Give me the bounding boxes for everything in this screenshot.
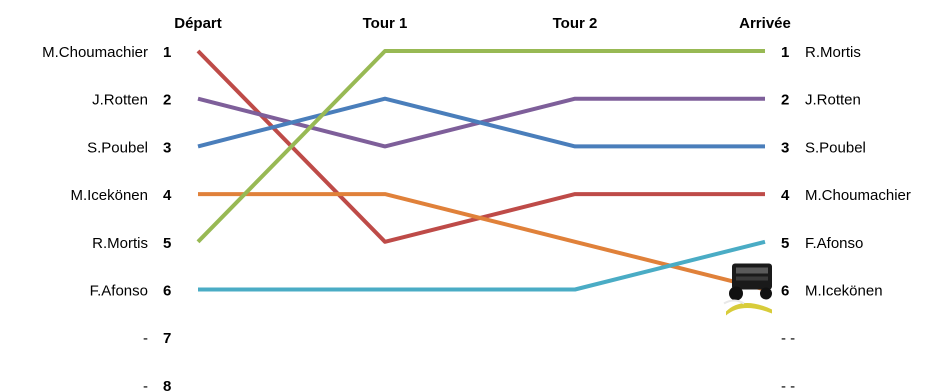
right-placeholder: - - [781, 378, 795, 391]
right-driver-name: M.Choumachier [805, 187, 911, 204]
series-line-f-afonso [198, 239, 766, 292]
right-position-number: 2 [781, 92, 789, 109]
left-position-number: 8 [163, 378, 171, 391]
series-line-s-poubel [197, 96, 765, 149]
left-driver-name: F.Afonso [90, 283, 148, 300]
series-line-r-mortis [196, 49, 765, 244]
left-position-number: 6 [163, 283, 171, 300]
category-labels: Départ Tour 1 Tour 2 Arrivée [174, 15, 791, 32]
left-driver-name: - [143, 378, 148, 391]
category-label: Tour 2 [553, 15, 598, 32]
race-car-icon [723, 263, 772, 316]
right-driver-name: R.Mortis [805, 44, 861, 61]
right-placeholder: - - [781, 330, 795, 347]
right-driver-name: J.Rotten [805, 92, 861, 109]
right-driver-name: F.Afonso [805, 235, 863, 252]
left-position-number: 1 [163, 44, 171, 61]
left-position-number: 2 [163, 92, 171, 109]
category-label: Tour 1 [363, 15, 408, 32]
left-position-number: 5 [163, 235, 171, 252]
right-driver-name: S.Poubel [805, 139, 866, 156]
left-driver-name: J.Rotten [92, 92, 148, 109]
category-label: Arrivée [739, 15, 791, 32]
right-position-number: 5 [781, 235, 789, 252]
right-position-number: 6 [781, 283, 789, 300]
left-driver-name: S.Poubel [87, 139, 148, 156]
right-position-number: 3 [781, 139, 789, 156]
left-position-number: 7 [163, 330, 171, 347]
category-label: Départ [174, 15, 222, 32]
left-position-number: 3 [163, 139, 171, 156]
left-driver-name: R.Mortis [92, 235, 148, 252]
series-lines [196, 49, 766, 292]
right-driver-name: M.Icekönen [805, 283, 883, 300]
right-position-number: 4 [781, 187, 790, 204]
left-position-number: 4 [163, 187, 172, 204]
left-axis-labels: M.Choumachier 1 J.Rotten 2 S.Poubel 3 M.Icekön… [42, 44, 172, 391]
right-position-number: 1 [781, 44, 789, 61]
left-driver-name: - [143, 330, 148, 347]
right-axis-labels: 1 R.Mortis 2 J.Rotten 3 S.Poubel 4 M.Choumachie… [781, 44, 911, 391]
left-driver-name: M.Choumachier [42, 44, 148, 61]
series-line-m-icek-nen [198, 192, 766, 292]
left-driver-name: M.Icekönen [70, 187, 148, 204]
